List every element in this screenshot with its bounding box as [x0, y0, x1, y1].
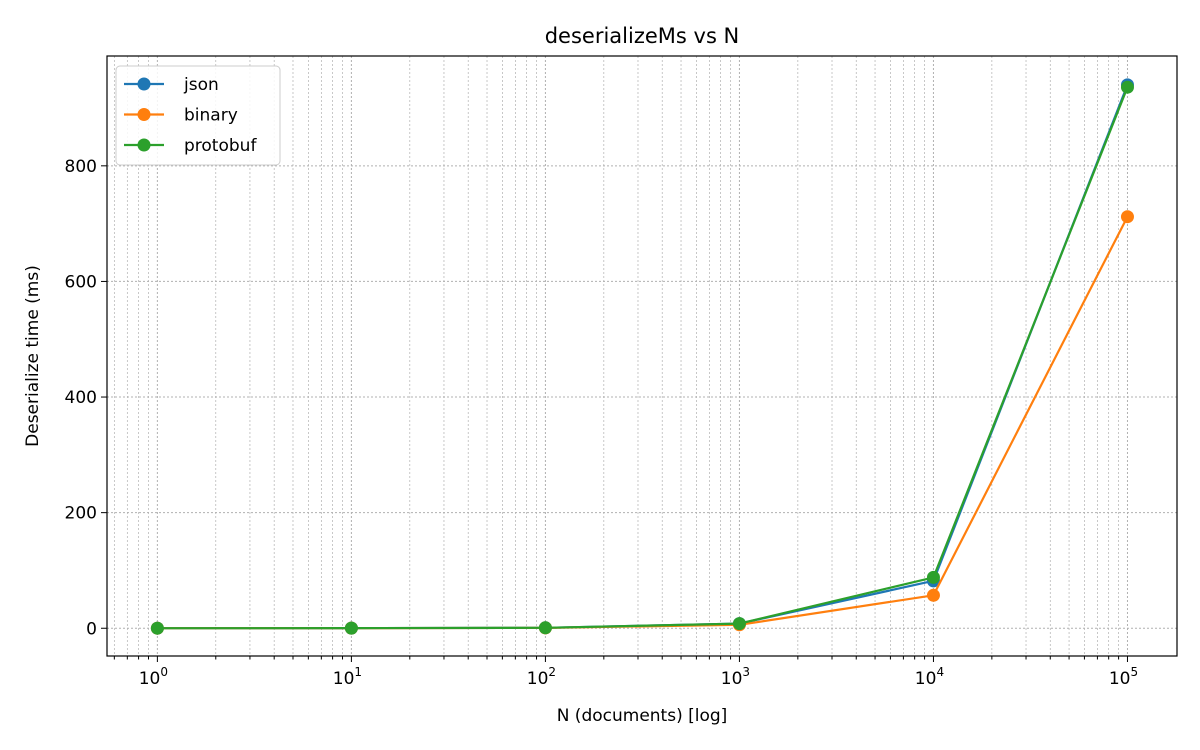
- y-axis-label: Deserialize time (ms): [23, 265, 43, 447]
- x-tick-label-exponent: 5: [1130, 665, 1138, 679]
- legend-marker-json: [137, 77, 151, 91]
- x-tick-label-exponent: 0: [160, 665, 168, 679]
- plot-frame: [106, 55, 1178, 657]
- x-tick-label: 105: [1109, 665, 1138, 689]
- x-tick-label-base: 10: [915, 669, 937, 689]
- x-axis-label: N (documents) [log]: [557, 706, 728, 726]
- x-tick-label-exponent: 1: [354, 665, 362, 679]
- y-tick-label: 200: [65, 504, 97, 524]
- x-tick-label-base: 10: [139, 669, 161, 689]
- x-tick-label-exponent: 4: [936, 665, 944, 679]
- x-tick-label: 102: [527, 665, 556, 689]
- series-point-protobuf: [1120, 80, 1134, 94]
- x-tick-label-exponent: 3: [742, 665, 750, 679]
- x-tick-label-base: 10: [527, 669, 549, 689]
- x-tick-label-base: 10: [721, 669, 743, 689]
- chart-title: deserializeMs vs N: [545, 24, 740, 48]
- x-tick-label: 101: [333, 665, 362, 689]
- series-point-protobuf: [344, 621, 358, 635]
- series-point-protobuf: [732, 617, 746, 631]
- x-tick-label-exponent: 2: [548, 665, 556, 679]
- legend-marker-protobuf: [137, 138, 151, 152]
- y-tick-label: 800: [65, 157, 97, 177]
- x-tick-label: 104: [915, 665, 944, 689]
- series-line-protobuf: [157, 86, 1129, 630]
- x-tick-label: 103: [721, 665, 750, 689]
- legend-marker-binary: [137, 108, 151, 121]
- legend: json binary protobuf: [115, 65, 281, 166]
- y-tick-label: 600: [65, 272, 97, 292]
- series-point-binary: [926, 588, 940, 602]
- legend-label-binary: binary: [184, 106, 238, 126]
- x-tick-label: 100: [139, 665, 168, 689]
- legend-box: [115, 65, 281, 166]
- series-layer: [150, 78, 1134, 635]
- series-point-binary: [1120, 210, 1134, 224]
- legend-label-json: json: [183, 75, 219, 95]
- y-tick-label: 400: [65, 388, 97, 408]
- legend-label-protobuf: protobuf: [184, 136, 257, 156]
- series-point-protobuf: [926, 570, 940, 584]
- x-tick-label-base: 10: [1109, 669, 1131, 689]
- x-tick-label-base: 10: [333, 669, 355, 689]
- series-point-protobuf: [150, 621, 164, 635]
- y-tick-label: 0: [86, 619, 97, 639]
- series-point-protobuf: [538, 621, 552, 635]
